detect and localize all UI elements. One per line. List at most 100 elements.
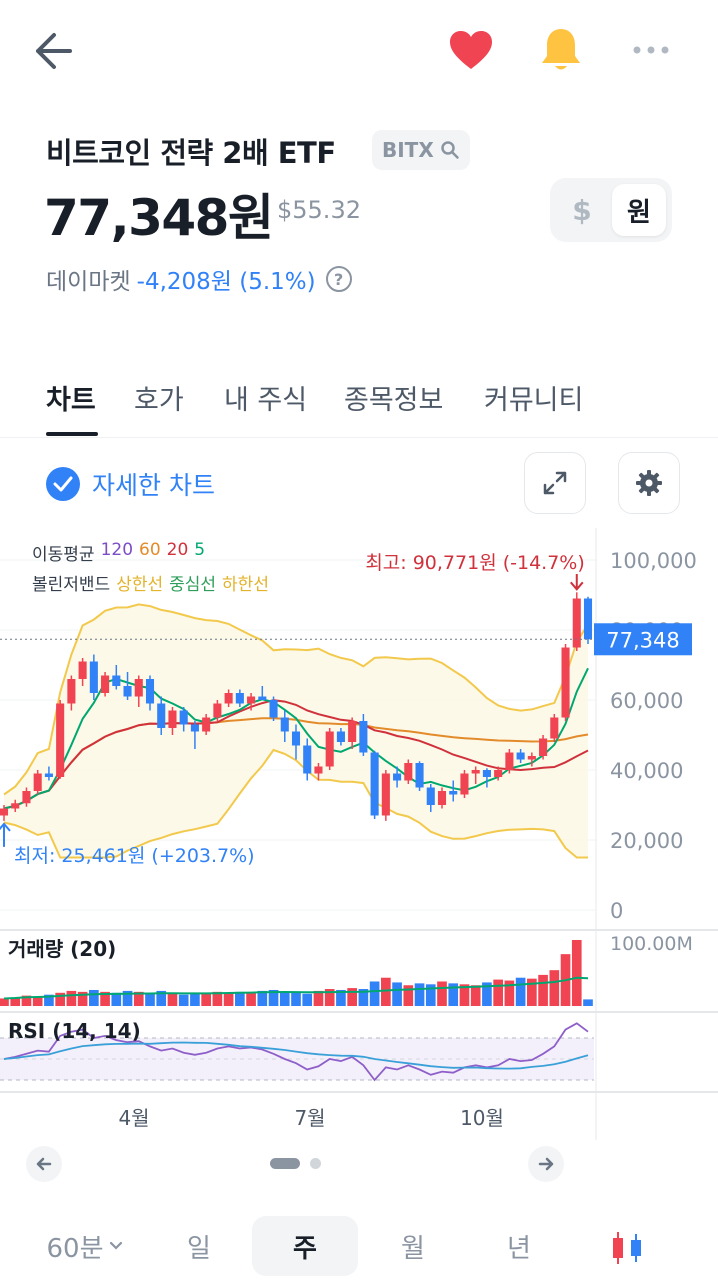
volume-bar xyxy=(358,989,369,1006)
volume-bar xyxy=(369,981,380,1006)
volume-bar xyxy=(223,992,234,1006)
more-options-icon[interactable] xyxy=(628,30,674,70)
market-label: 데이마켓 xyxy=(46,269,131,295)
period-week[interactable]: 주 xyxy=(252,1216,358,1276)
volume-bar xyxy=(77,991,88,1006)
back-arrow-icon[interactable] xyxy=(28,28,78,74)
volume-bar xyxy=(122,990,133,1006)
candle-body xyxy=(494,770,503,777)
search-icon xyxy=(441,141,459,159)
y-tick-label: 20,000 xyxy=(610,829,683,853)
candle-body xyxy=(280,717,289,732)
candle-body xyxy=(460,773,469,795)
stock-name: 비트코인 전략 2배 ETF xyxy=(46,136,336,170)
notification-bell-icon[interactable] xyxy=(538,26,584,74)
price-chart[interactable]: 100,00080,00060,00040,00020,000077,348최고… xyxy=(0,528,718,1148)
rsi-label: RSI (14, 14) xyxy=(8,1019,141,1043)
y-tick-label: 40,000 xyxy=(610,759,683,783)
currency-usd-option[interactable]: $ xyxy=(572,193,592,227)
volume-bar xyxy=(482,982,492,1006)
candle-body xyxy=(235,693,244,704)
fullscreen-button[interactable] xyxy=(524,452,586,514)
volume-bar xyxy=(493,979,503,1006)
volume-bar xyxy=(538,974,548,1006)
candle-body xyxy=(370,752,379,816)
chart-pager xyxy=(270,1158,321,1169)
candle-body xyxy=(145,679,155,704)
min-price-label: 최저: 25,461원 (+203.7%) xyxy=(14,845,255,867)
gear-icon xyxy=(636,470,662,496)
candle-body xyxy=(393,773,402,781)
volume-bar xyxy=(201,993,211,1006)
y-tick-label: 0 xyxy=(610,899,623,923)
candle-body xyxy=(179,710,188,725)
period-60min[interactable]: 60분 xyxy=(30,1216,140,1276)
volume-bar xyxy=(10,997,21,1006)
ma5-label: 5 xyxy=(194,540,206,560)
volume-bar xyxy=(178,994,189,1006)
pager-dot[interactable] xyxy=(310,1158,321,1169)
volume-bar xyxy=(392,982,402,1006)
active-tab-indicator xyxy=(46,432,98,436)
ticker-symbol: BITX xyxy=(382,138,434,162)
period-month[interactable]: 월 xyxy=(401,1233,425,1264)
period-year[interactable]: 년 xyxy=(507,1233,531,1264)
period-day[interactable]: 일 xyxy=(187,1233,211,1264)
candle-body xyxy=(67,679,76,704)
ticker-search-chip[interactable]: BITX xyxy=(372,130,470,170)
candle-body xyxy=(0,808,9,816)
candle-body xyxy=(224,693,233,704)
moving-average-legend[interactable]: 이동평균 120 60 20 5 xyxy=(32,540,205,565)
tab-stock-info[interactable]: 종목정보 xyxy=(344,385,444,416)
ma20-label: 20 xyxy=(166,540,189,560)
pager-dot-active[interactable] xyxy=(270,1158,300,1169)
candle-body xyxy=(314,766,323,774)
volume-bar xyxy=(111,992,122,1006)
chart-next-button[interactable] xyxy=(528,1146,564,1182)
candle-body xyxy=(415,763,424,788)
rsi-signal-line xyxy=(3,1041,589,1070)
detailed-chart-toggle[interactable]: 자세한 차트 xyxy=(46,466,215,502)
tab-my-stock[interactable]: 내 주식 xyxy=(224,385,308,416)
bollinger-upper-line xyxy=(3,603,589,796)
volume-bar xyxy=(55,992,65,1006)
volume-bar xyxy=(302,993,313,1006)
candle-body xyxy=(516,752,525,760)
candle-body xyxy=(426,787,435,805)
candle-body xyxy=(78,661,87,679)
candle-body xyxy=(471,770,480,774)
detailed-chart-label: 자세한 차트 xyxy=(92,471,215,500)
ma60-label: 60 xyxy=(139,540,161,560)
currency-krw-option[interactable]: 원 xyxy=(612,184,666,236)
favorite-heart-icon[interactable] xyxy=(448,28,494,74)
check-circle-icon xyxy=(46,467,80,501)
candle-body xyxy=(572,598,581,648)
tab-orderbook[interactable]: 호가 xyxy=(134,385,184,416)
volume-bar xyxy=(381,977,391,1006)
chart-settings-button[interactable] xyxy=(618,452,680,514)
candle-body xyxy=(336,731,345,742)
candle-body xyxy=(56,703,65,777)
tab-chart[interactable]: 차트 xyxy=(46,385,96,416)
candle-body xyxy=(449,791,458,795)
candle-body xyxy=(550,717,559,739)
candlestick-toggle[interactable] xyxy=(608,1228,648,1268)
candle-body xyxy=(539,738,548,756)
chevron-down-icon xyxy=(109,1241,122,1250)
volume-bar xyxy=(425,984,436,1006)
tab-community[interactable]: 커뮤니티 xyxy=(484,385,584,416)
bollinger-legend[interactable]: 볼린저밴드 상한선 중심선 하한선 xyxy=(32,570,269,595)
ma20-line xyxy=(3,699,589,810)
volume-bar xyxy=(527,978,537,1006)
candle-body xyxy=(11,803,20,809)
volume-bar xyxy=(44,994,54,1006)
candle-body xyxy=(291,731,301,746)
chart-prev-button[interactable] xyxy=(26,1146,62,1182)
x-tick-label: 7월 xyxy=(294,1106,325,1130)
volume-bar xyxy=(459,984,470,1006)
volume-bar xyxy=(403,985,414,1006)
volume-bar xyxy=(156,990,167,1006)
volume-bar xyxy=(448,983,459,1006)
help-icon[interactable]: ? xyxy=(325,266,352,292)
arrow-left-icon xyxy=(36,1157,52,1171)
